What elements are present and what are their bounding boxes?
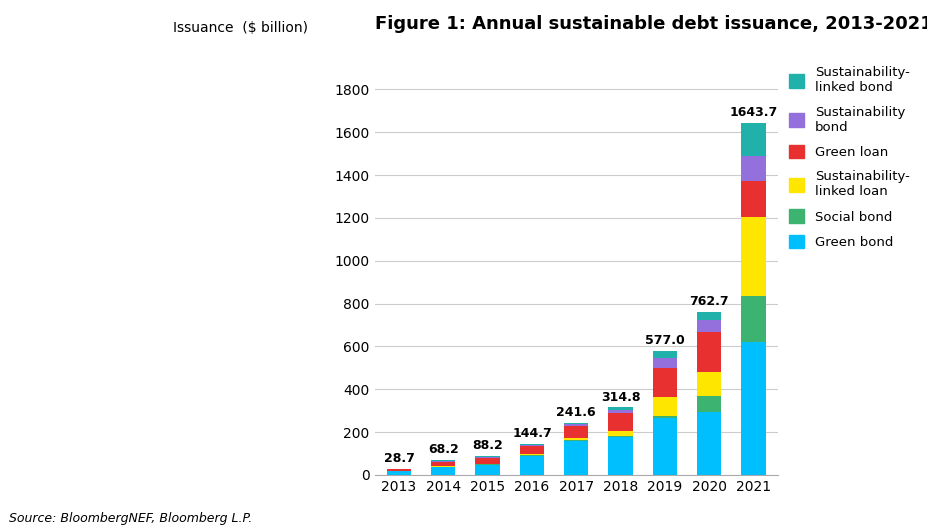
Bar: [387, 471, 411, 475]
Bar: [475, 464, 500, 465]
Bar: [519, 456, 543, 475]
Bar: [652, 417, 677, 418]
Bar: [652, 397, 677, 417]
Text: 241.6: 241.6: [556, 407, 595, 419]
Bar: [741, 296, 765, 342]
Bar: [741, 342, 765, 475]
Bar: [475, 465, 500, 475]
Text: 577.0: 577.0: [644, 334, 684, 348]
Text: Issuance  ($ billion): Issuance ($ billion): [172, 21, 308, 36]
Text: 144.7: 144.7: [512, 427, 552, 440]
Bar: [696, 320, 720, 332]
Bar: [431, 467, 455, 475]
Bar: [608, 413, 632, 431]
Bar: [696, 332, 720, 372]
Bar: [608, 408, 632, 410]
Legend: Sustainability-
linked bond, Sustainability
bond, Green loan, Sustainability-
li: Sustainability- linked bond, Sustainabil…: [788, 66, 908, 249]
Bar: [652, 368, 677, 397]
Bar: [564, 423, 588, 424]
Bar: [741, 217, 765, 296]
Bar: [519, 445, 543, 446]
Text: Source: BloombergNEF, Bloomberg L.P.: Source: BloombergNEF, Bloomberg L.P.: [9, 511, 252, 525]
Bar: [608, 437, 632, 475]
Bar: [519, 454, 543, 455]
Bar: [519, 446, 543, 454]
Bar: [696, 396, 720, 412]
Bar: [608, 431, 632, 436]
Bar: [564, 424, 588, 427]
Text: 314.8: 314.8: [600, 391, 640, 404]
Bar: [431, 461, 455, 462]
Bar: [431, 462, 455, 466]
Bar: [696, 312, 720, 320]
Text: Figure 1: Annual sustainable debt issuance, 2013-2021: Figure 1: Annual sustainable debt issuan…: [375, 15, 927, 33]
Text: 88.2: 88.2: [472, 439, 502, 452]
Bar: [519, 455, 543, 456]
Bar: [696, 372, 720, 396]
Bar: [741, 123, 765, 156]
Bar: [387, 470, 411, 471]
Bar: [475, 456, 500, 457]
Bar: [475, 457, 500, 458]
Bar: [475, 458, 500, 464]
Bar: [696, 412, 720, 475]
Bar: [608, 436, 632, 437]
Bar: [608, 410, 632, 413]
Text: 762.7: 762.7: [689, 295, 729, 308]
Bar: [741, 156, 765, 181]
Bar: [652, 358, 677, 368]
Bar: [564, 440, 588, 475]
Bar: [652, 418, 677, 475]
Bar: [564, 427, 588, 438]
Text: 68.2: 68.2: [427, 444, 458, 456]
Text: 1643.7: 1643.7: [729, 106, 777, 119]
Bar: [564, 438, 588, 440]
Bar: [652, 351, 677, 358]
Text: 28.7: 28.7: [383, 452, 414, 465]
Bar: [519, 444, 543, 445]
Bar: [741, 181, 765, 217]
